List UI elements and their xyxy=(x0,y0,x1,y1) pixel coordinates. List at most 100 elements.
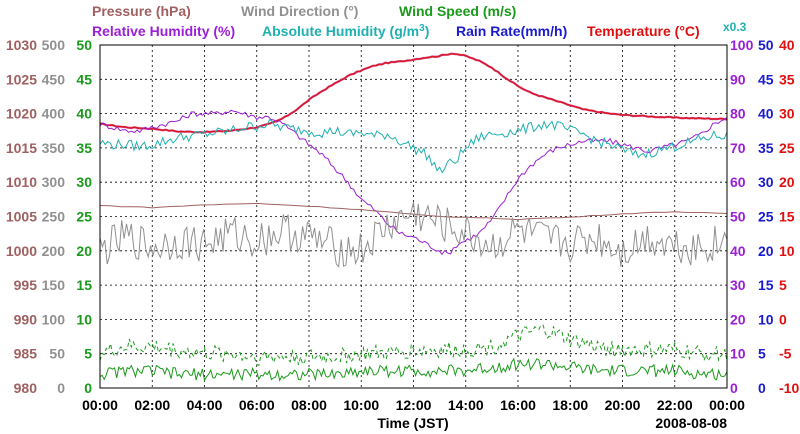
wind_dir-tick-label: 100 xyxy=(42,311,66,327)
x-tick-label: 18:00 xyxy=(552,397,588,413)
pressure-tick-label: 1030 xyxy=(6,37,37,53)
temp-tick-label: 35 xyxy=(779,71,795,87)
rain-tick-label: 20 xyxy=(758,243,774,259)
left-axes: 1030102510201015101010051000995990985980… xyxy=(6,37,92,396)
x-tick-labels: 00:00 02:00 04:00 06:00 08:00 10:00 12:00 14:00… xyxy=(82,397,745,413)
wind_speed-tick-label: 35 xyxy=(76,140,92,156)
temp-tick-label: 25 xyxy=(779,140,795,156)
wind_speed-tick-label: 5 xyxy=(84,346,92,362)
pressure-tick-label: 990 xyxy=(14,311,38,327)
date-label: 2008-08-08 xyxy=(655,415,727,431)
temp-tick-label: 5 xyxy=(779,277,787,293)
temp-tick-label: 20 xyxy=(779,174,795,190)
temp-tick-label: 30 xyxy=(779,106,795,122)
x-tick-label: 06:00 xyxy=(239,397,275,413)
pressure-tick-label: 980 xyxy=(14,380,38,396)
title-pressure: Pressure (hPa) xyxy=(92,3,191,19)
pressure-tick-label: 1005 xyxy=(6,209,37,225)
temp-tick-label: 40 xyxy=(779,37,795,53)
rain-tick-label: 15 xyxy=(758,277,774,293)
wind_dir-tick-label: 250 xyxy=(42,209,66,225)
wind_dir-tick-label: 0 xyxy=(57,380,65,396)
rh-tick-label: 80 xyxy=(730,106,746,122)
wind_speed-tick-label: 0 xyxy=(84,380,92,396)
series-wind-speed-max-line xyxy=(99,324,728,367)
x-tick-label: 16:00 xyxy=(500,397,536,413)
rain-tick-label: 0 xyxy=(758,380,766,396)
wind_dir-tick-label: 400 xyxy=(42,106,66,122)
wind_speed-tick-label: 40 xyxy=(76,106,92,122)
wind_speed-tick-label: 45 xyxy=(76,71,92,87)
x-tick-label: 02:00 xyxy=(134,397,170,413)
x-tick-label: 04:00 xyxy=(187,397,223,413)
wind_dir-tick-label: 450 xyxy=(42,71,66,87)
grid xyxy=(100,45,727,388)
title-wind_dir: Wind Direction (°) xyxy=(241,3,358,19)
x-axis-label: Time (JST) xyxy=(377,415,448,431)
title-row-1: Pressure (hPa) Wind Direction (°) Wind Spe… xyxy=(92,3,516,19)
pressure-tick-label: 985 xyxy=(14,346,38,362)
right-axes: 1009080706050403020100504540353025201510… xyxy=(730,37,799,396)
title-row-2: Relative Humidity (%) Absolute Humidity (… xyxy=(92,23,700,40)
pressure-tick-label: 1010 xyxy=(6,174,37,190)
x-tick-label: 00:00 xyxy=(82,397,118,413)
series-pressure-line xyxy=(99,202,728,221)
title-temp: Temperature (°C) xyxy=(587,23,700,39)
rh-tick-label: 30 xyxy=(730,277,746,293)
wind_dir-tick-label: 150 xyxy=(42,277,66,293)
x-tick-label: 08:00 xyxy=(291,397,327,413)
x-tick-label: 00:00 xyxy=(709,397,745,413)
rh-tick-label: 50 xyxy=(730,209,746,225)
wind_speed-tick-label: 30 xyxy=(76,174,92,190)
series-absolute-humidity-line xyxy=(99,118,728,174)
wind_speed-tick-label: 20 xyxy=(76,243,92,259)
rh-tick-label: 60 xyxy=(730,174,746,190)
rain-tick-label: 5 xyxy=(758,346,766,362)
rain-tick-label: 10 xyxy=(758,311,774,327)
rh-tick-label: 20 xyxy=(730,311,746,327)
series-temperature-line xyxy=(99,53,728,134)
wind_dir-tick-label: 350 xyxy=(42,140,66,156)
rh-tick-label: 100 xyxy=(730,37,754,53)
rh-tick-label: 90 xyxy=(730,71,746,87)
rain-tick-label: 40 xyxy=(758,106,774,122)
wind_dir-tick-label: 200 xyxy=(42,243,66,259)
pressure-tick-label: 1015 xyxy=(6,140,37,156)
wind_dir-tick-label: 300 xyxy=(42,174,66,190)
temp-tick-label: 15 xyxy=(779,209,795,225)
temp-tick-label: 0 xyxy=(779,311,787,327)
rain-tick-label: 50 xyxy=(758,37,774,53)
title-abs_hum: Absolute Humidity (g/m3) xyxy=(262,23,429,40)
series-wind-speed-mean-line xyxy=(99,357,728,382)
rh-tick-label: 10 xyxy=(730,346,746,362)
wind_speed-tick-label: 50 xyxy=(76,37,92,53)
pressure-tick-label: 1000 xyxy=(6,243,37,259)
rain-tick-label: 30 xyxy=(758,174,774,190)
pressure-tick-label: 1020 xyxy=(6,106,37,122)
wind_dir-tick-label: 50 xyxy=(49,346,65,362)
rain-tick-label: 25 xyxy=(758,209,774,225)
x-tick-label: 14:00 xyxy=(448,397,484,413)
wind_speed-tick-label: 25 xyxy=(76,209,92,225)
pressure-tick-label: 995 xyxy=(14,277,38,293)
wind_speed-tick-label: 15 xyxy=(76,277,92,293)
rh-tick-label: 40 xyxy=(730,243,746,259)
wind_speed-tick-label: 10 xyxy=(76,311,92,327)
pressure-tick-label: 1025 xyxy=(6,71,37,87)
temp-tick-label: -10 xyxy=(779,380,799,396)
rain-tick-label: 45 xyxy=(758,71,774,87)
x-tick-label: 10:00 xyxy=(343,397,379,413)
series-wind-direction-line xyxy=(99,201,728,268)
rh-tick-label: 0 xyxy=(730,380,738,396)
temp-tick-label: -5 xyxy=(779,346,792,362)
temp-tick-label: 10 xyxy=(779,243,795,259)
x-tick-label: 22:00 xyxy=(657,397,693,413)
wind_dir-tick-label: 500 xyxy=(42,37,66,53)
plot-frame xyxy=(99,44,728,389)
title-rain: Rain Rate(mm/h) xyxy=(456,23,567,39)
series-relative-humidity-line xyxy=(99,109,728,256)
title-wind_speed: Wind Speed (m/s) xyxy=(399,3,516,19)
scale-note: x0.3 xyxy=(723,20,747,34)
x-tick-label: 20:00 xyxy=(605,397,641,413)
